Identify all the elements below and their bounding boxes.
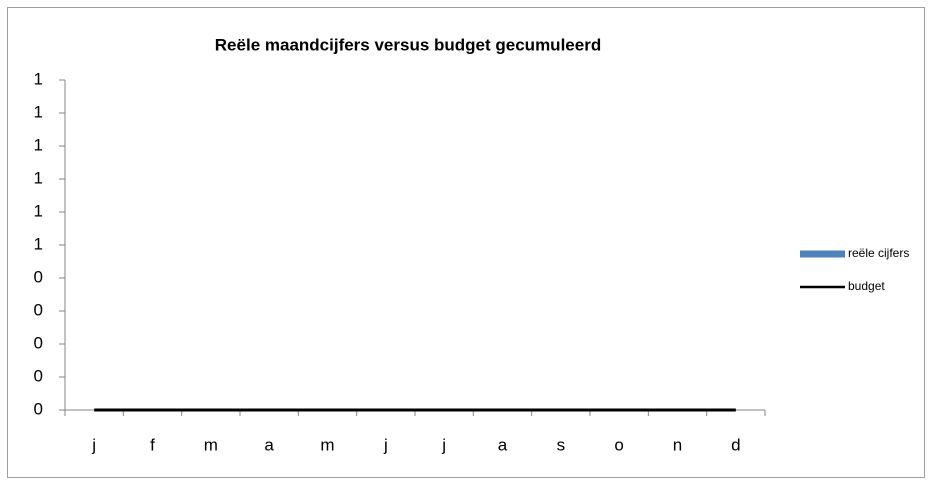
x-tick-label: m — [204, 435, 218, 454]
chart-border — [7, 7, 925, 478]
x-tick-label: o — [614, 435, 623, 454]
chart-title: Reële maandcijfers versus budget gecumul… — [215, 35, 601, 54]
y-tick-label: 0 — [34, 399, 43, 418]
x-tick-label: j — [383, 435, 388, 454]
y-tick-label: 1 — [34, 201, 43, 220]
y-tick-label: 0 — [34, 300, 43, 319]
y-tick-label: 0 — [34, 333, 43, 352]
y-tick-label: 0 — [34, 267, 43, 286]
y-tick-label: 1 — [34, 234, 43, 253]
x-tick-label: a — [264, 435, 274, 454]
legend-swatch — [800, 250, 845, 258]
x-tick-label: j — [91, 435, 96, 454]
x-tick-label: n — [673, 435, 682, 454]
x-tick-label: a — [498, 435, 508, 454]
y-tick-label: 0 — [34, 366, 43, 385]
x-tick-label: f — [150, 435, 155, 454]
legend-label: reële cijfers — [848, 246, 909, 260]
y-tick-label: 1 — [34, 102, 43, 121]
x-tick-label: m — [320, 435, 334, 454]
y-tick-label: 1 — [34, 135, 43, 154]
y-tick-label: 1 — [34, 168, 43, 187]
x-tick-label: d — [731, 435, 740, 454]
y-tick-label: 1 — [34, 69, 43, 88]
legend-label: budget — [848, 279, 885, 293]
x-tick-label: s — [557, 435, 566, 454]
x-tick-label: j — [441, 435, 446, 454]
